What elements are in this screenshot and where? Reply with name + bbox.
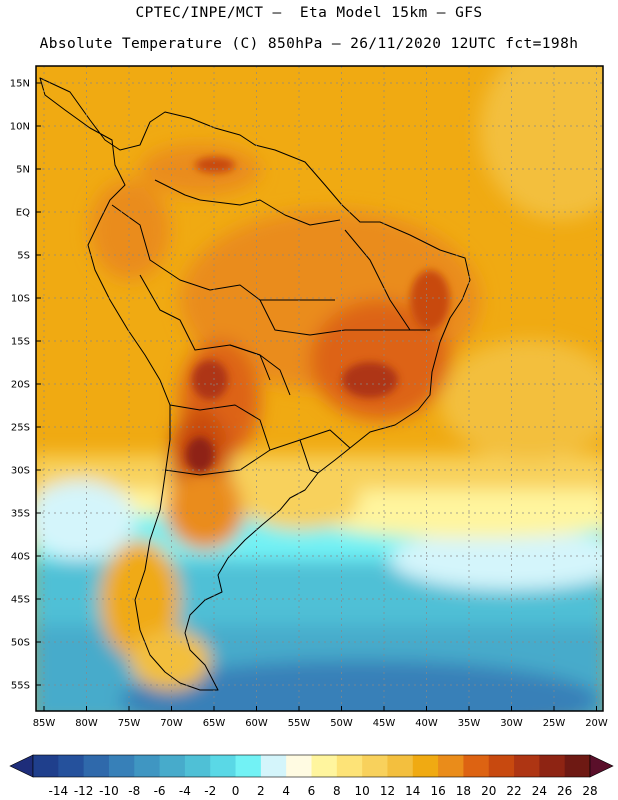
colorbar-swatch: [286, 755, 312, 777]
lat-label: 10N: [10, 122, 30, 133]
lat-label: 5S: [17, 251, 30, 262]
colorbar-label: 2: [257, 784, 265, 798]
lon-label: 85W: [33, 718, 56, 729]
lon-label: 70W: [160, 718, 183, 729]
map-frame: [35, 65, 604, 712]
colorbar-label: -12: [74, 784, 94, 798]
lon-label: 25W: [543, 718, 566, 729]
lat-label: 10S: [11, 294, 30, 305]
colorbar-swatch: [311, 755, 338, 777]
lon-label: 55W: [288, 718, 311, 729]
lat-label: 20S: [11, 380, 30, 391]
colorbar-label: 8: [333, 784, 341, 798]
temperature-field: [36, 66, 603, 711]
colorbar-label: 22: [506, 784, 521, 798]
colorbar-label: 20: [481, 784, 496, 798]
colorbar-label: 18: [456, 784, 471, 798]
colorbar-swatch: [336, 755, 363, 777]
colorbar-swatch: [58, 755, 85, 777]
colorbar-left-arrow: [9, 754, 34, 778]
colorbar-label: 24: [532, 784, 547, 798]
colorbar-label: 4: [282, 784, 290, 798]
colorbar-swatch: [438, 755, 464, 777]
colorbar-swatch: [33, 755, 59, 777]
colorbar-label: 10: [354, 784, 369, 798]
colorbar-label: -14: [49, 784, 69, 798]
lat-label: EQ: [16, 208, 30, 219]
latitude-labels: 15N 10N 5N EQ 5S 10S 15S 20S 25S 30S 35S 40S 45S 50S 5…: [10, 79, 41, 692]
colorbar-swatch: [387, 755, 414, 777]
lon-label: 45W: [373, 718, 396, 729]
colorbar-label: -6: [154, 784, 166, 798]
colorbar-label: -8: [128, 784, 140, 798]
lat-label: 40S: [11, 552, 30, 563]
colorbar-label: 12: [380, 784, 395, 798]
colorbar-label: -10: [99, 784, 119, 798]
lat-label: 45S: [11, 595, 30, 606]
lon-label: 65W: [203, 718, 226, 729]
lon-label: 30W: [500, 718, 523, 729]
lat-label: 25S: [11, 423, 30, 434]
colorbar-right-arrow: [589, 754, 614, 778]
colorbar-label: 28: [582, 784, 597, 798]
lat-label: 5N: [16, 165, 30, 176]
lat-label: 55S: [11, 681, 30, 692]
lon-label: 80W: [75, 718, 98, 729]
colorbar-label: 16: [430, 784, 445, 798]
colorbar-swatch: [184, 755, 211, 777]
chart-subtitle: Absolute Temperature (C) 850hPa — 26/11/…: [39, 36, 579, 52]
colorbar-swatch: [260, 755, 287, 777]
lat-label: 15S: [11, 337, 30, 348]
colorbar-label: 26: [557, 784, 572, 798]
colorbar-swatch: [134, 755, 161, 777]
colorbar-swatch: [235, 755, 262, 777]
colorbar-label: -2: [204, 784, 216, 798]
lat-label: 15N: [10, 79, 30, 90]
longitude-labels: 85W 80W 75W 70W 65W 60W 55W 50W 45W 40W 35W 30W 25W 2…: [33, 706, 608, 729]
colorbar-swatch: [159, 755, 186, 777]
lat-label: 30S: [11, 466, 30, 477]
colorbar-swatch: [539, 755, 566, 777]
colorbar-swatch: [108, 755, 135, 777]
colorbar-swatch: [463, 755, 490, 777]
colorbar-swatch: [210, 755, 237, 777]
coastline: [39, 77, 471, 691]
graticule: [36, 66, 603, 711]
lon-label: 20W: [585, 718, 608, 729]
colorbar-label: 6: [308, 784, 316, 798]
lat-label: 35S: [11, 509, 30, 520]
colorbar-swatch: [564, 755, 591, 777]
colorbar-label: 14: [405, 784, 420, 798]
lat-label: 50S: [11, 638, 30, 649]
colorbar-label: -4: [179, 784, 191, 798]
colorbar-swatch: [412, 755, 439, 777]
colorbar-label: 0: [232, 784, 240, 798]
colorbar: -14 -12 -10 -8 -6 -4 -2 0 2 4 6 8 10 12 14 16 18 20 22 24 26…: [9, 754, 614, 798]
lon-label: 50W: [330, 718, 353, 729]
colorbar-swatch: [83, 755, 110, 777]
lon-label: 35W: [458, 718, 481, 729]
lon-label: 60W: [245, 718, 268, 729]
colorbar-swatch: [362, 755, 388, 777]
lon-label: 75W: [118, 718, 141, 729]
colorbar-swatch: [514, 755, 540, 777]
colorbar-swatch: [488, 755, 515, 777]
lon-label: 40W: [415, 718, 438, 729]
chart-title: CPTEC/INPE/MCT — Eta Model 15km — GFS: [135, 5, 483, 21]
